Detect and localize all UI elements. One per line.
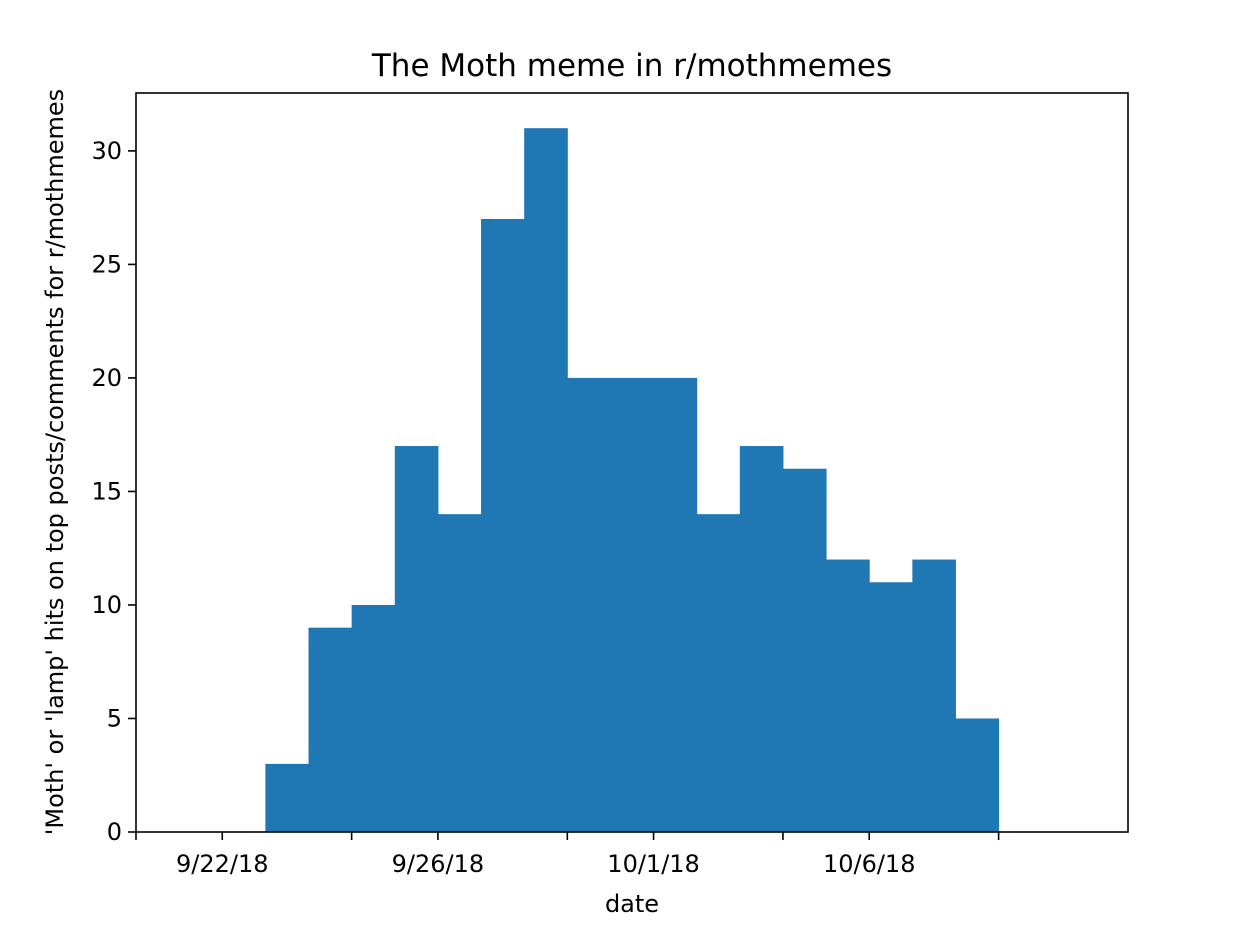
y-tick-label: 20 (91, 364, 122, 392)
chart-title: The Moth meme in r/mothmemes (371, 48, 892, 84)
histogram-bar (567, 377, 611, 832)
histogram-bar (437, 514, 482, 832)
histogram-bar (610, 377, 655, 832)
histogram-bar (869, 582, 913, 832)
histogram-bar (912, 559, 956, 832)
y-tick-label: 0 (107, 818, 122, 846)
histogram-bar (696, 514, 741, 832)
histogram-bar (955, 718, 1000, 832)
histogram-bar (481, 219, 525, 832)
x-tick-label: 10/6/18 (823, 850, 916, 878)
y-tick-label: 15 (91, 477, 122, 505)
x-axis-label: date (605, 890, 659, 918)
y-axis-label: 'Moth' or 'lamp' hits on top posts/comme… (41, 89, 69, 835)
histogram-bar (826, 559, 870, 832)
y-tick-label: 30 (91, 137, 122, 165)
histogram-bar (524, 128, 568, 832)
histogram-bar (308, 627, 353, 832)
histogram-bar (394, 446, 439, 832)
histogram-bar (265, 763, 310, 832)
x-axis-ticks: 9/22/18 9/26/18 10/1/18 10/6/18 (135, 832, 1000, 878)
histogram-bar (653, 377, 698, 832)
x-tick-label: 9/22/18 (176, 850, 269, 878)
y-tick-label: 5 (107, 704, 122, 732)
histogram-bar (351, 604, 396, 832)
x-tick-label: 9/26/18 (392, 850, 485, 878)
y-axis-ticks: 0 5 10 15 20 25 30 (91, 137, 136, 846)
plot-area-frame (135, 92, 1129, 833)
y-tick-label: 10 (91, 591, 122, 619)
histogram-bar (739, 446, 784, 832)
bars (265, 128, 1000, 832)
y-tick-label: 25 (91, 250, 122, 278)
x-tick-label: 10/1/18 (607, 850, 700, 878)
histogram-bar (782, 468, 827, 832)
